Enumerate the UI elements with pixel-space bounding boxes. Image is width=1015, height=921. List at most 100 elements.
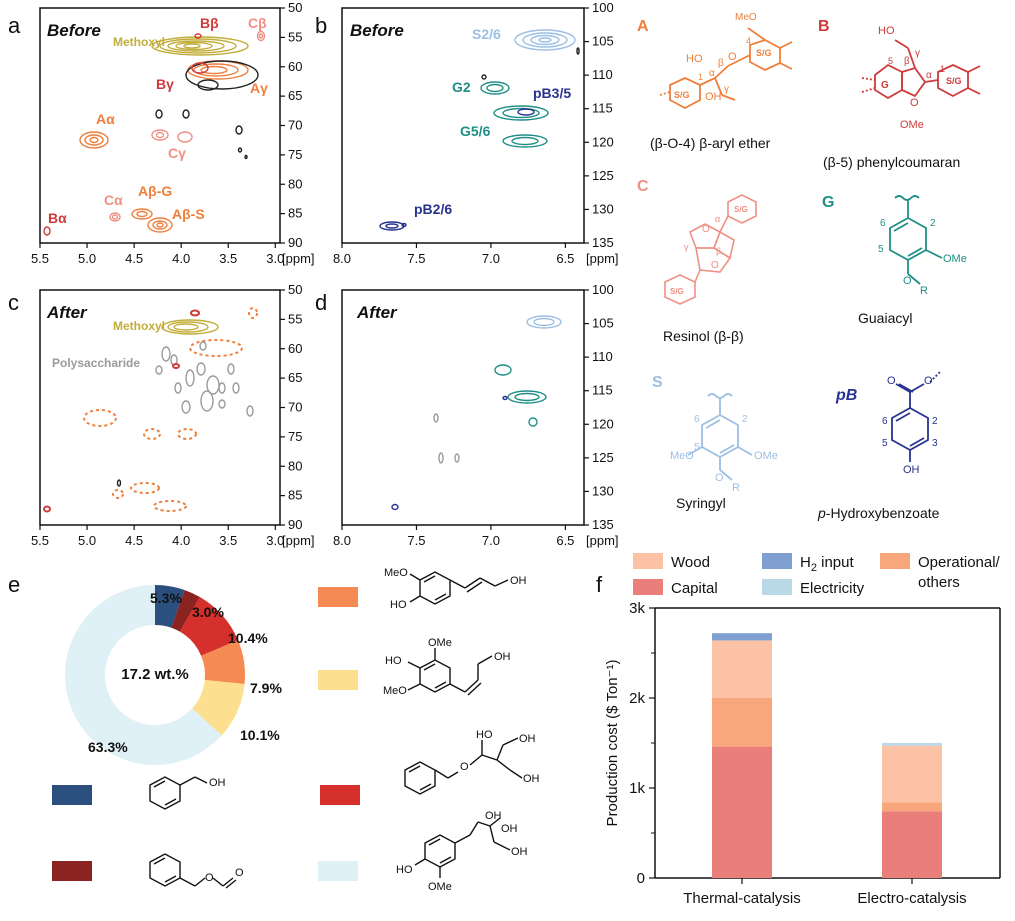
black-small-peaks [155, 109, 248, 160]
black-residual [116, 479, 122, 487]
y-tick-label: 80 [288, 458, 302, 473]
donut-slice [192, 680, 245, 736]
b-atom-5: 5 [888, 56, 893, 66]
bar-segment [712, 633, 772, 641]
structure-pb-letter: pB [835, 387, 857, 404]
methoxyl-peak-after [161, 319, 219, 335]
panel-f-letter: f [596, 572, 603, 597]
pie-swatch [320, 785, 360, 805]
b-gamma-a-gamma-peak [185, 60, 259, 91]
pb26-residual [391, 503, 399, 511]
y-tick-label: 125 [592, 450, 614, 465]
g-atom-6: 6 [880, 218, 886, 229]
label-pb35: pB3/5 [533, 85, 571, 101]
panel-c-contours [43, 307, 258, 513]
y-tick-label: 110 [592, 349, 613, 364]
structures: A MeO HO O OH α β γ S/G S/G 4 1 (β-O-4) … [637, 12, 981, 521]
x-tick-label: 6.5 [556, 533, 574, 548]
panel-a-tag: Before [47, 21, 101, 40]
mol2-o-carbonyl: O [235, 867, 244, 879]
legend-label-sub: 2 [811, 562, 817, 574]
pb-atom-3: 3 [932, 438, 938, 449]
b-beta-residual [190, 309, 200, 317]
structure-g-drawing [889, 195, 943, 285]
panel-d-tag: After [356, 303, 398, 322]
a-atom-sg-bottom: S/G [674, 90, 690, 100]
s26-peak-after [526, 315, 562, 329]
polysaccharide-peaks [155, 341, 254, 417]
panel-e: e 17.2 wt.% 5.3% 3.0%10.4% 7.9% 10.1% 63.3% [8, 567, 540, 893]
mol-coniferyl [409, 571, 509, 605]
panel-b-letter: b [315, 13, 327, 38]
y-tick-label: 70 [288, 400, 302, 415]
mol-sinapyl [407, 648, 493, 696]
y-tick-label: 125 [592, 168, 614, 183]
panel-e-letter: e [8, 572, 20, 597]
c-alpha-peak [109, 212, 121, 222]
pb-atom-oh: OH [903, 464, 920, 476]
pb-atom-o-carbonyl: O [887, 375, 896, 387]
pie-swatch [318, 587, 358, 607]
label-b-alpha: Bα [48, 210, 67, 226]
pb-caption-rest: -Hydroxybenzoate [826, 505, 940, 521]
c-atom-o-bottom: O [711, 260, 719, 271]
bar-segment [882, 745, 942, 803]
y-tick-label: 135 [592, 235, 614, 250]
c-atom-alpha: α [715, 214, 720, 224]
panel-f: f Wood H2 input Operational/others Capital E… [596, 553, 1001, 907]
mol1-oh: OH [209, 777, 226, 789]
y-tick-label: 55 [288, 29, 302, 44]
structure-c-drawing [664, 194, 757, 305]
a-beta-s-peak [147, 217, 173, 233]
label-a-beta-s: Aβ-S [172, 206, 205, 222]
a-atom-gamma: γ [724, 84, 729, 95]
y-tick-label: 130 [592, 201, 614, 216]
bar-segment [712, 746, 772, 878]
molecules [149, 571, 523, 889]
mol-benzyl-glycerol-ether [404, 737, 523, 795]
gray-peaks-d [433, 413, 460, 464]
y-tick-label: 135 [592, 517, 614, 532]
pb-atom-2: 2 [932, 416, 938, 427]
c-atom-sg-bottom: S/G [670, 287, 684, 296]
x-unit-label: [ppm] [282, 533, 315, 548]
label-methoxyl-after: Methoxyl [113, 319, 165, 333]
x-tick-label: 4.0 [172, 533, 190, 548]
mol3-ho: HO [390, 599, 407, 611]
y-tick-label: 50 [288, 0, 302, 15]
c-gamma-peak [151, 129, 193, 143]
legend-label: H2 input [800, 554, 854, 574]
s-atom-5: 5 [694, 442, 700, 453]
legend-label-main: H [800, 554, 811, 571]
donut-chart [65, 585, 246, 765]
y-tick-label: 60 [288, 59, 302, 74]
x-tick-label: 6.5 [556, 251, 574, 266]
bar-y-tick-label: 3k [629, 600, 645, 617]
donut-value-label: 10.1% [240, 727, 280, 743]
donut-slice [179, 596, 239, 656]
structure-b-letter: B [818, 18, 830, 35]
structure-g-caption: Guaiacyl [858, 310, 912, 326]
pie-swatch [52, 785, 92, 805]
mol4-ho: HO [385, 655, 402, 667]
bar-y-tick-label: 1k [629, 780, 645, 797]
x-unit-label: [ppm] [282, 251, 315, 266]
mol5-ho: HO [476, 729, 493, 741]
panel-c-y-ticks: 50 55 60 65 70 75 80 85 90 [280, 282, 302, 532]
mol4-ome: OMe [428, 637, 452, 649]
bar-x-labels: Thermal-catalysis Electro-catalysis [683, 878, 967, 907]
x-tick-label: 3.0 [266, 533, 284, 548]
b-atom-beta: β [904, 56, 910, 67]
donut-center-label: 17.2 wt.% [121, 666, 189, 683]
a-atom-beta: β [718, 58, 724, 69]
molecule-labels: OH O O MeO HO OH OMe HO MeO OH O HO OH O… [205, 567, 540, 893]
g-atom-5: 5 [878, 244, 884, 255]
label-b-gamma: Bγ [156, 76, 174, 92]
b-beta-peak [194, 33, 202, 39]
structure-a-letter: A [637, 18, 649, 35]
a-atom-meo: MeO [735, 12, 757, 23]
donut-value-label: 5.3% [150, 590, 182, 606]
g-atom-o: O [903, 275, 912, 287]
pie-swatch [52, 861, 92, 881]
label-c-alpha: Cα [104, 192, 123, 208]
